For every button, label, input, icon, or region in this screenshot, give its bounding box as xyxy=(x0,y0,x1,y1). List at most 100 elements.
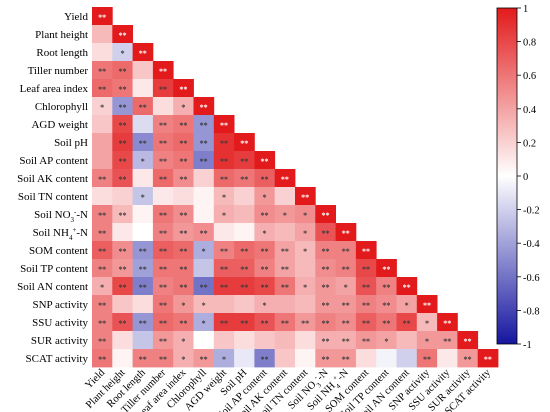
significance-marker: ** xyxy=(281,247,289,256)
heatmap-cell xyxy=(173,277,194,296)
heatmap-cell xyxy=(234,313,255,332)
significance-marker: ** xyxy=(98,247,106,256)
heatmap-cell xyxy=(132,79,154,98)
heatmap-cell xyxy=(213,331,235,350)
significance-marker: ** xyxy=(423,355,431,364)
significance-marker: ** xyxy=(464,355,472,364)
significance-marker: ** xyxy=(321,301,329,310)
heatmap-cell xyxy=(112,241,133,260)
heatmap-cell xyxy=(92,187,113,206)
heatmap-cell xyxy=(437,331,458,350)
significance-marker: ** xyxy=(118,103,126,112)
heatmap-cell xyxy=(315,331,336,350)
heatmap-cell xyxy=(437,313,458,332)
significance-marker: ** xyxy=(118,157,126,166)
heatmap-cells xyxy=(92,7,499,368)
heatmap-cell xyxy=(355,241,377,260)
significance-marker: ** xyxy=(139,49,147,58)
heatmap-cell xyxy=(152,223,174,242)
significance-marker: ** xyxy=(321,229,329,238)
significance-marker: ** xyxy=(98,13,106,22)
colorbar-gradient xyxy=(496,7,518,345)
heatmap-cell xyxy=(213,241,235,260)
significance-marker: ** xyxy=(362,319,370,328)
significance-marker: ** xyxy=(179,265,187,274)
heatmap-cell xyxy=(132,205,154,224)
heatmap-cell xyxy=(92,43,113,62)
significance-marker: ** xyxy=(443,337,451,346)
significance-marker: * xyxy=(120,49,124,58)
heatmap-cell xyxy=(173,187,194,206)
heatmap-cell xyxy=(234,205,255,224)
significance-marker: * xyxy=(202,301,206,310)
heatmap-cell xyxy=(295,295,316,314)
heatmap-cell xyxy=(193,313,215,332)
heatmap-cell xyxy=(254,205,276,224)
significance-marker: * xyxy=(141,157,145,166)
heatmap-cell xyxy=(295,259,316,278)
heatmap-cell xyxy=(152,187,174,206)
heatmap-cell xyxy=(335,223,357,242)
colorbar-tick-label: 0.4 xyxy=(523,105,537,116)
heatmap-cell xyxy=(315,223,336,242)
significance-marker: * xyxy=(263,301,267,310)
row-label: Soil TP content xyxy=(20,263,88,275)
heatmap-cell xyxy=(315,277,336,296)
heatmap-cell xyxy=(315,313,336,332)
significance-marker: ** xyxy=(179,157,187,166)
heatmap-cell xyxy=(213,205,235,224)
heatmap-cell xyxy=(152,115,174,134)
heatmap-cell xyxy=(152,61,174,80)
heatmap-cell xyxy=(254,313,276,332)
significance-marker: ** xyxy=(98,319,106,328)
heatmap-cell xyxy=(234,277,255,296)
heatmap-cell xyxy=(234,187,255,206)
heatmap-cell xyxy=(315,241,336,260)
row-label: Yield xyxy=(64,11,88,23)
heatmap-cell xyxy=(193,187,215,206)
row-label: Soil pH xyxy=(54,137,88,149)
heatmap-cell xyxy=(152,241,174,260)
colorbar-tick-label: 0.6 xyxy=(523,71,536,82)
heatmap-cell xyxy=(132,133,154,152)
significance-marker: ** xyxy=(179,283,187,292)
heatmap-cell xyxy=(193,277,215,296)
heatmap-cell xyxy=(92,331,113,350)
heatmap-cell xyxy=(152,79,174,98)
heatmap-cell xyxy=(254,331,276,350)
heatmap-cell xyxy=(173,331,194,350)
significance-marker: ** xyxy=(281,265,289,274)
significance-marker: ** xyxy=(98,229,106,238)
significance-marker: * xyxy=(100,103,104,112)
heatmap-cell xyxy=(92,205,113,224)
heatmap-cell xyxy=(173,151,194,170)
significance-marker: ** xyxy=(159,337,167,346)
significance-marker: ** xyxy=(220,139,228,148)
heatmap-cell xyxy=(274,187,296,206)
significance-marker: ** xyxy=(220,319,228,328)
row-label: Root length xyxy=(36,47,88,59)
significance-marker: ** xyxy=(220,283,228,292)
heatmap-cell xyxy=(132,277,154,296)
heatmap-cell xyxy=(112,151,133,170)
significance-marker: ** xyxy=(321,319,329,328)
heatmap-cell xyxy=(295,313,316,332)
heatmap-cell xyxy=(132,169,154,188)
significance-marker: * xyxy=(425,337,429,346)
significance-marker: ** xyxy=(240,319,248,328)
heatmap-cell xyxy=(112,61,133,80)
heatmap-cell xyxy=(193,151,215,170)
significance-marker: ** xyxy=(220,175,228,184)
heatmap-cell xyxy=(396,349,418,368)
significance-marker: ** xyxy=(403,319,411,328)
significance-marker: ** xyxy=(200,229,208,238)
colorbar-tick-label: -1 xyxy=(523,340,532,351)
significance-marker: ** xyxy=(179,175,187,184)
heatmap-cell xyxy=(112,205,133,224)
heatmap-cell xyxy=(274,349,296,368)
heatmap-cell xyxy=(274,241,296,260)
heatmap-cell xyxy=(152,259,174,278)
heatmap-cell xyxy=(173,349,194,368)
